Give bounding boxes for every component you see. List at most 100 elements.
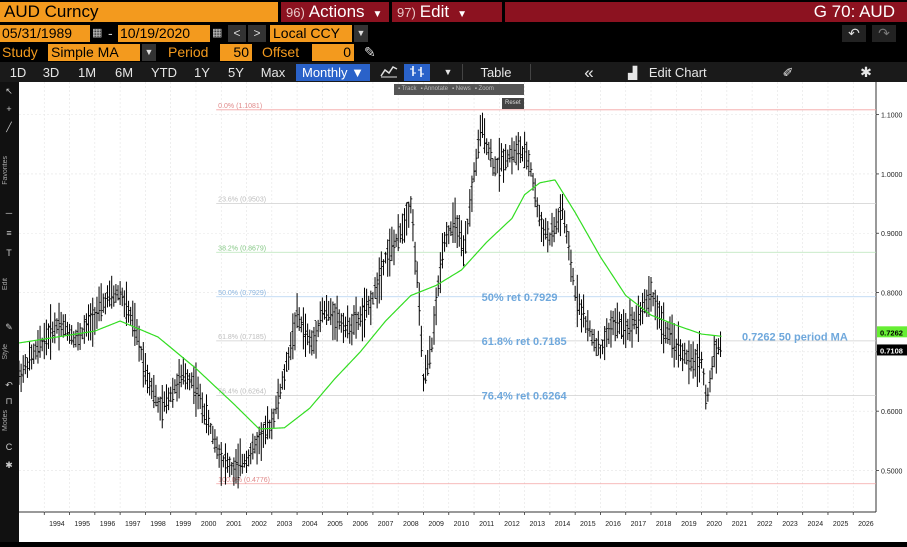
x-tick-label: 2015	[580, 521, 596, 528]
period-button-5y[interactable]: 5Y	[228, 65, 244, 80]
period-button-1m[interactable]: 1M	[77, 65, 97, 80]
x-tick-label: 2014	[555, 521, 571, 528]
line-tool-icon[interactable]: ─	[5, 208, 13, 218]
mini-tool-track[interactable]: ▪ Track	[398, 86, 417, 92]
mini-tool-annotate[interactable]: ▪ Annotate	[420, 86, 448, 92]
reset-label: Reset	[505, 100, 521, 106]
x-tick-label: 2002	[251, 521, 267, 528]
fib-level-label: 76.4% (0.6264)	[218, 389, 266, 396]
fib-level-label: 38.2% (0.8679)	[218, 245, 266, 252]
chevron-down-icon[interactable]: ▼	[142, 44, 156, 61]
x-tick-label: 2017	[631, 521, 647, 528]
y-tick-label: 1.1000	[881, 113, 903, 120]
bar-chart-icon[interactable]	[404, 64, 430, 81]
x-tick-label: 1997	[125, 521, 141, 528]
next-period-button[interactable]: >	[248, 25, 266, 42]
period-button-max[interactable]: Max	[260, 65, 286, 80]
previous-period-button[interactable]: <	[228, 25, 246, 42]
offset-label: Offset	[262, 44, 300, 60]
chart-annotation: 61.8% ret 0.7185	[482, 336, 567, 348]
mini-tool-news[interactable]: ▪ News	[451, 86, 471, 92]
x-tick-label: 2020	[706, 521, 722, 528]
chart-annotation: 50% ret 0.7929	[482, 292, 558, 304]
table-button[interactable]: Table	[480, 65, 512, 80]
x-tick-label: 2008	[403, 521, 419, 528]
x-tick-label: 2005	[327, 521, 343, 528]
edit-label: Edit	[2, 278, 9, 291]
x-tick-label: 2021	[732, 521, 748, 528]
calendar-icon[interactable]: ▦	[212, 27, 223, 39]
toolbar-divider	[462, 64, 463, 80]
fibonacci-icon[interactable]: ≡	[6, 228, 12, 238]
snap-icon[interactable]: C	[5, 442, 13, 452]
period-input[interactable]: 50	[220, 44, 252, 61]
x-tick-label: 2011	[479, 521, 494, 528]
date-range-dash: -	[108, 25, 113, 41]
fib-level-label: 100.0% (0.4776)	[218, 477, 270, 484]
study-select[interactable]: Simple MA	[48, 44, 140, 61]
x-tick-label: 1996	[100, 521, 116, 528]
redo-icon[interactable]: ↷	[872, 25, 896, 42]
chevron-down-icon: ▼	[372, 9, 383, 20]
undo-icon[interactable]: ↶	[5, 380, 13, 390]
edit-chart-label: Edit Chart	[648, 65, 707, 80]
y-tick-label: 0.8000	[881, 291, 903, 298]
period-button-1y[interactable]: 1Y	[194, 65, 210, 80]
start-date-field[interactable]: 05/31/1989	[0, 25, 90, 42]
period-button-6m[interactable]: 6M	[114, 65, 134, 80]
draw-tools-icon[interactable]: ✐	[782, 65, 794, 80]
fib-level-label: 50.0% (0.7929)	[218, 290, 266, 297]
date-range-bar: 05/31/1989 ▦ - 10/19/2020 ▦ < > Local CC…	[0, 24, 907, 43]
crosshair-icon[interactable]: +	[6, 104, 12, 114]
x-tick-label: 1999	[176, 521, 192, 528]
study-label: Study	[2, 44, 38, 60]
chart-toolbar: 1D 3D 1M 6M YTD 1Y 5Y Max Monthly ▼ ▼ Table « ▟…	[0, 62, 907, 82]
trendline-icon[interactable]: ╱	[6, 122, 12, 132]
settings-icon[interactable]: ✱	[5, 460, 13, 470]
calendar-icon[interactable]: ▦	[92, 27, 103, 39]
undo-icon[interactable]: ↶	[842, 25, 866, 42]
period-button-3d[interactable]: 3D	[42, 65, 60, 80]
header-bar: AUD Curncy 96) Actions ▼ 97) Edit ▼ G 70: AU…	[0, 0, 907, 24]
edit-menu[interactable]: 97) Edit ▼	[392, 2, 502, 22]
x-tick-label: 2007	[378, 521, 394, 528]
moving-average-line	[18, 179, 722, 430]
x-tick-label: 2013	[529, 521, 545, 528]
ruler-icon[interactable]: ⊓	[5, 396, 13, 406]
favorites-label: Favorites	[2, 156, 9, 185]
edit-menu-label: Edit	[419, 2, 450, 21]
reset-zoom-button[interactable]: Reset	[502, 98, 524, 109]
text-tool-icon[interactable]: T	[6, 248, 12, 258]
fib-level-label: 61.8% (0.7185)	[218, 334, 266, 341]
end-date-field[interactable]: 10/19/2020	[118, 25, 210, 42]
chart-side-toolbar: ↖ + ╱ Favorites ─ ≡ T Edit ✎ Style ↶ ⊓ M…	[0, 82, 19, 542]
actions-menu[interactable]: 96) Actions ▼	[281, 2, 389, 22]
chevron-down-icon[interactable]: ▼	[354, 25, 368, 42]
period-button-1d[interactable]: 1D	[9, 65, 27, 80]
y-tick-label: 0.6000	[881, 409, 903, 416]
period-button-ytd[interactable]: YTD	[151, 65, 177, 80]
line-chart-icon[interactable]	[376, 64, 402, 81]
currency-select[interactable]: Local CCY	[270, 25, 352, 42]
frequency-select[interactable]: Monthly ▼	[296, 64, 370, 81]
fib-level-label: 23.6% (0.9503)	[218, 196, 266, 203]
gear-icon[interactable]: ✱	[860, 64, 872, 80]
mini-tool-zoom[interactable]: ▪ Zoom	[474, 86, 494, 92]
edit-chart-button[interactable]: ▟ Edit Chart	[628, 64, 738, 81]
x-tick-label: 2000	[201, 521, 217, 528]
offset-input[interactable]: 0	[312, 44, 354, 61]
chart-canvas[interactable]: 0.0% (1.1081) 23.6% (0.9503) 38.2% (0.8679…	[0, 82, 907, 542]
x-tick-label: 1995	[74, 521, 90, 528]
x-tick-label: 2004	[302, 521, 318, 528]
price-chart[interactable]: 0.0% (1.1081) 23.6% (0.9503) 38.2% (0.8679…	[0, 82, 907, 542]
paint-icon[interactable]: ✎	[5, 322, 13, 332]
y-tick-label: 0.5000	[881, 468, 903, 475]
cursor-icon[interactable]: ↖	[5, 86, 13, 96]
security-ticker-field[interactable]: AUD Curncy	[0, 2, 278, 22]
collapse-chevron-icon[interactable]: «	[584, 63, 594, 82]
chevron-down-icon[interactable]: ▼	[443, 67, 453, 77]
x-tick-label: 2010	[454, 521, 470, 528]
pencil-icon[interactable]: ✎	[364, 44, 376, 60]
actions-menu-number: 96)	[286, 5, 305, 20]
x-tick-label: 2025	[833, 521, 849, 528]
